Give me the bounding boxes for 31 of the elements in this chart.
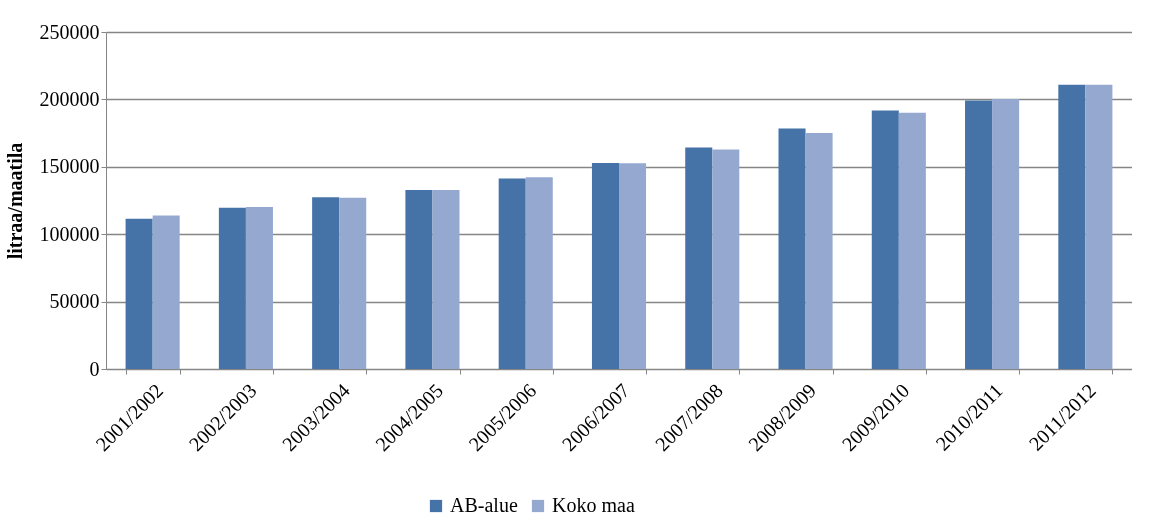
bar	[218, 207, 246, 369]
bar	[498, 178, 526, 369]
bar	[591, 162, 619, 369]
y-tick-label: 200000	[39, 87, 100, 110]
bar	[125, 218, 153, 369]
y-tick-label: 100000	[39, 222, 100, 245]
bar	[1058, 84, 1086, 369]
bar	[712, 149, 740, 369]
bar	[778, 128, 806, 369]
legend-label: Koko maa	[552, 494, 635, 516]
bar	[1085, 84, 1113, 369]
bar	[965, 100, 993, 369]
bar	[871, 110, 899, 369]
y-tick-label: 0	[89, 357, 100, 380]
bar	[619, 163, 647, 369]
bar	[525, 177, 553, 369]
y-tick-label: 250000	[39, 20, 100, 43]
bar	[312, 197, 340, 369]
bar	[152, 215, 180, 369]
bar	[805, 132, 833, 369]
legend-label: AB-alue	[450, 494, 518, 516]
bar	[339, 197, 367, 369]
bar	[992, 99, 1020, 369]
y-axis-title: litraa/maatila	[3, 142, 26, 260]
bar	[245, 207, 273, 369]
bar	[898, 112, 926, 369]
bar	[685, 147, 713, 369]
y-tick-label: 50000	[49, 290, 100, 313]
bar	[405, 190, 433, 369]
y-tick-label: 150000	[39, 155, 100, 178]
bar	[432, 190, 460, 369]
